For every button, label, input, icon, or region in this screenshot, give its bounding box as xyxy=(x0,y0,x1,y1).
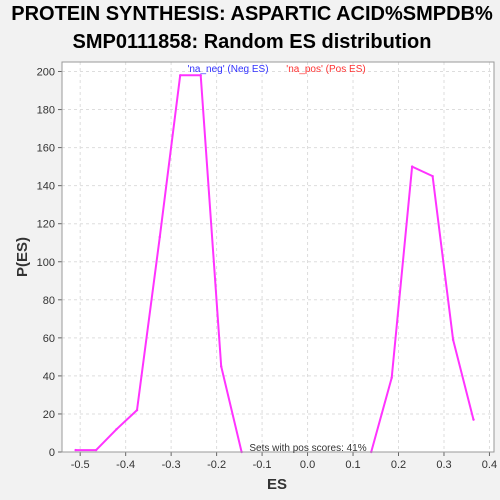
x-axis-label: ES xyxy=(267,476,287,493)
x-tick-label: -0.1 xyxy=(253,459,272,471)
y-tick-label: 160 xyxy=(37,143,55,155)
data-point xyxy=(115,427,118,431)
axis-ticks: -0.5 -0.4 -0.3 -0.2 -0.1 0.0 0.1 0.2 0.3 0.4 0 20 40… xyxy=(37,67,497,471)
x-tick-label: -0.3 xyxy=(162,459,181,471)
series-lines xyxy=(74,74,475,454)
x-tick-label: -0.4 xyxy=(116,459,135,471)
data-point xyxy=(199,74,202,77)
y-tick-label: 200 xyxy=(37,67,55,79)
x-tick-label: -0.5 xyxy=(71,459,90,471)
chart-title-line-2: SMP0111858: Random ES distribution xyxy=(73,31,432,53)
series-line-pos xyxy=(370,165,475,453)
x-tick-label: 0.0 xyxy=(300,459,315,471)
plot-area xyxy=(62,62,494,452)
y-tick-label: 20 xyxy=(43,409,55,421)
pos-scores-annotation: Sets with pos scores: 41% xyxy=(249,443,366,454)
plot-frame xyxy=(61,61,495,453)
data-point xyxy=(431,174,434,178)
data-point xyxy=(74,448,77,452)
x-tick-label: -0.2 xyxy=(207,459,226,471)
data-point xyxy=(219,365,223,368)
y-tick-label: 140 xyxy=(37,181,55,193)
grid xyxy=(62,62,494,453)
y-tick-label: 180 xyxy=(37,105,55,117)
y-axis-label: P(ES) xyxy=(14,237,31,277)
data-point xyxy=(410,165,414,168)
x-tick-label: 0.4 xyxy=(482,459,497,471)
legend-pos: 'na_pos' (Pos ES) xyxy=(286,64,365,75)
x-tick-label: 0.3 xyxy=(436,459,451,471)
y-tick-label: 0 xyxy=(49,447,55,459)
data-point xyxy=(158,235,161,239)
y-tick-label: 120 xyxy=(37,219,55,231)
y-tick-label: 40 xyxy=(43,371,55,383)
data-point xyxy=(390,376,393,380)
y-tick-label: 100 xyxy=(37,257,55,269)
x-tick-label: 0.2 xyxy=(391,459,406,471)
data-point xyxy=(451,338,455,341)
legend-neg: 'na_neg' (Neg ES) xyxy=(187,64,268,75)
chart-title-line-1: PROTEIN SYNTHESIS: ASPARTIC ACID%SMPDB% xyxy=(11,3,493,25)
data-point xyxy=(179,74,182,77)
data-point xyxy=(472,418,475,421)
x-tick-label: 0.1 xyxy=(345,459,360,471)
y-tick-label: 60 xyxy=(43,333,55,345)
data-point xyxy=(94,448,98,452)
y-tick-label: 80 xyxy=(43,295,55,307)
data-point xyxy=(135,408,139,412)
